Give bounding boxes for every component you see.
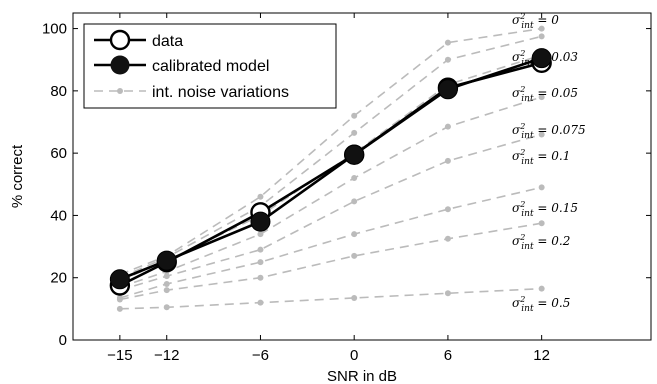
legend-label: calibrated model [152,58,269,75]
y-tick-label: 20 [50,270,67,287]
noise-point [351,175,358,182]
noise-annotation: σ2 int = 0.5 [512,295,570,314]
y-tick-label: 40 [50,207,67,224]
noise-annotation: σ2 int = 0.15 [512,200,578,219]
noise-annotation: σ2 int = 0.1 [512,148,570,167]
noise-point [444,39,451,46]
x-tick-label: 12 [533,347,550,364]
x-tick-label: 6 [444,347,452,364]
y-tick-label: 0 [59,332,67,349]
noise-point [444,235,451,242]
legend-label: data [152,33,183,50]
noise-point [444,123,451,130]
y-tick-label: 100 [42,21,67,38]
y-axis-label: % correct [9,144,26,208]
noise-point [163,287,170,294]
noise-point [351,112,358,119]
legend: data calibrated model int. noise variation… [83,23,337,109]
noise-point [538,33,545,40]
noise-point [351,129,358,136]
noise-annotation: σ2 int = 0 [512,12,559,31]
noise-point [351,252,358,259]
noise-point [444,290,451,297]
plot-frame [72,12,652,341]
model-point [344,144,365,165]
legend-label: int. noise variations [152,84,289,101]
noise-annotation: σ2 int = 0.075 [512,122,586,141]
noise-annotation: σ2 int = 0.05 [512,85,578,104]
noise-line [119,287,542,310]
noise-point [538,94,545,101]
noise-line [119,133,542,291]
legend-noise-marker [117,88,123,94]
legend-data-marker [109,29,131,51]
noise-point [163,280,170,287]
legend-model-marker [110,55,130,75]
noise-line [119,222,542,301]
noise-point [257,193,264,200]
noise-point [538,184,545,191]
x-tick-label: 0 [350,347,358,364]
model-point [156,250,177,271]
noise-point [116,305,123,312]
noise-point [257,274,264,281]
axis-ticks: −15 −12 −6 0 6 12 0 20 40 60 80 100 [42,13,651,364]
noise-point [257,231,264,238]
main-series [109,48,552,296]
noise-point [116,296,123,303]
noise-point [444,206,451,213]
x-tick-label: −15 [107,347,132,364]
noise-point [538,25,545,32]
x-tick-label: −12 [154,347,179,364]
noise-point [538,131,545,138]
x-axis-label: SNR in dB [327,368,397,384]
noise-point [444,56,451,63]
noise-annotation: σ2 int = 0.2 [512,233,570,252]
noise-point [257,259,264,266]
noise-point [351,231,358,238]
y-tick-label: 60 [50,145,67,162]
model-point [250,211,271,232]
noise-point [538,285,545,292]
noise-line [119,96,542,288]
noise-point [257,299,264,306]
model-point [531,48,552,69]
model-point [437,79,458,100]
noise-point [351,198,358,205]
model-point [109,269,130,290]
noise-point [444,157,451,164]
noise-line [119,35,542,279]
noise-point [351,294,358,301]
noise-line [119,186,542,299]
noise-point [538,220,545,227]
noise-point [163,304,170,311]
noise-point [257,246,264,253]
x-tick-label: −6 [252,347,269,364]
noise-point [163,273,170,280]
y-tick-label: 80 [50,83,67,100]
